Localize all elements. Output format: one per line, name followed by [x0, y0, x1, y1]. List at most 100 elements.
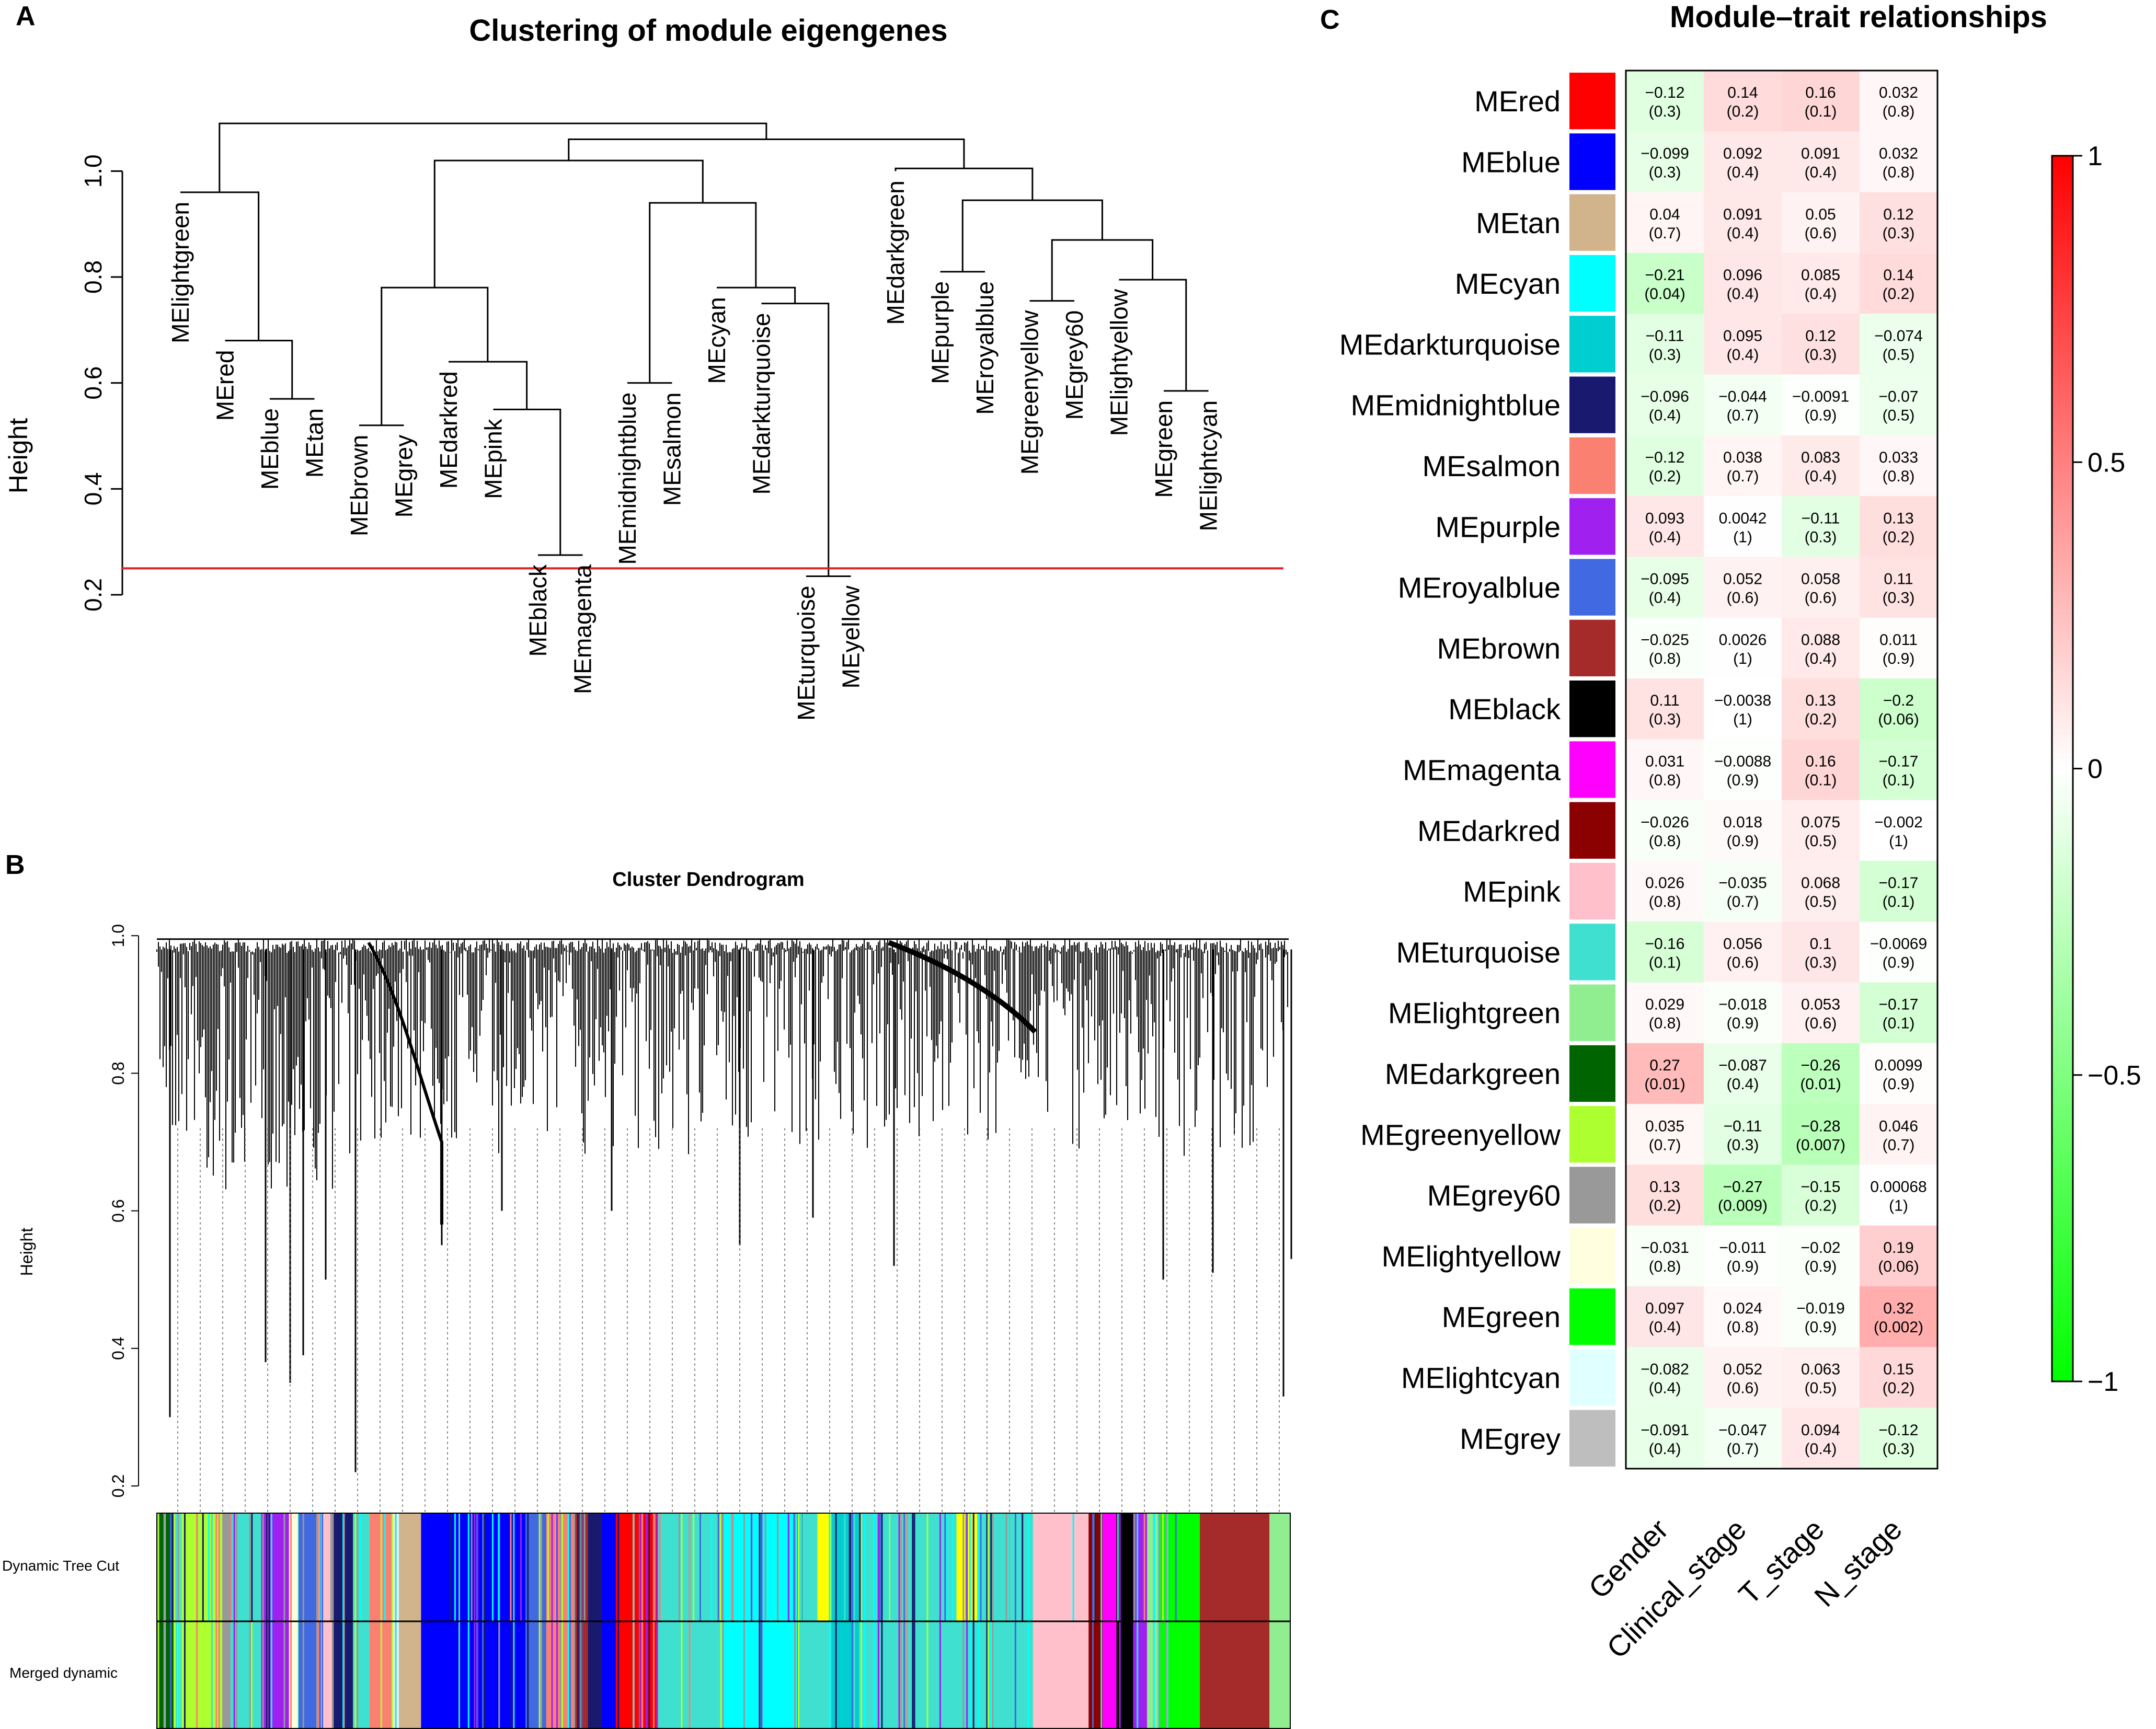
- dynamic-tree-cut-stripe: [450, 1513, 452, 1621]
- row-label-mered: MEred: [1474, 85, 1561, 118]
- heatmap-cell: [1860, 435, 1938, 497]
- merged-dynamic-segment: [1200, 1621, 1270, 1728]
- merged-dynamic-stripe: [986, 1621, 988, 1728]
- cell-pvalue: (0.4): [1727, 225, 1759, 242]
- merged-dynamic-stripe: [900, 1621, 902, 1728]
- cell-pvalue: (0.2): [1883, 285, 1915, 303]
- merged-dynamic-stripe: [639, 1621, 641, 1728]
- merged-dynamic-stripe: [354, 1621, 357, 1728]
- dynamic-tree-cut-stripe: [196, 1513, 198, 1621]
- cell-pvalue: (0.6): [1727, 1379, 1759, 1397]
- module-color-swatch: [1569, 316, 1615, 373]
- heatmap-cell: [1782, 252, 1860, 314]
- y-tick-label: 0.2: [79, 578, 107, 612]
- cell-pvalue: (0.3): [1883, 225, 1915, 242]
- cell-correlation: −0.096: [1641, 388, 1689, 406]
- leaf-label-medarkturquoise: MEdarkturquoise: [748, 313, 775, 495]
- dynamic-tree-cut-stripe: [835, 1513, 837, 1621]
- merged-dynamic-stripe: [759, 1621, 761, 1728]
- dynamic-tree-cut-stripe: [966, 1513, 968, 1621]
- merged-dynamic-segment: [230, 1621, 262, 1728]
- dendrogram-link: [717, 286, 796, 304]
- merged-dynamic-stripe: [1119, 1621, 1121, 1728]
- module-color-swatch: [1569, 1167, 1615, 1224]
- heatmap-cell: [1626, 921, 1704, 983]
- cell-pvalue: (0.7): [1727, 1440, 1759, 1458]
- cell-correlation: 0.011: [1879, 631, 1918, 649]
- y-tick-label: 0.8: [109, 1062, 128, 1085]
- leaf-label-melightgreen: MElightgreen: [167, 202, 194, 343]
- heatmap-cell: [1782, 739, 1860, 801]
- cell-correlation: 0.16: [1805, 84, 1836, 101]
- dynamic-tree-cut-stripe: [249, 1513, 251, 1621]
- merged-dynamic-segment: [173, 1621, 223, 1728]
- cell-correlation: 0.032: [1879, 145, 1918, 162]
- dynamic-tree-cut-segment: [230, 1513, 262, 1621]
- dynamic-tree-cut-stripe: [541, 1513, 543, 1621]
- heatmap-cell: [1626, 1347, 1704, 1409]
- merged-dynamic-stripe: [541, 1621, 543, 1728]
- merged-dynamic-stripe: [236, 1621, 238, 1728]
- heatmap-frame: [1625, 70, 1939, 1470]
- dynamic-tree-cut-stripe: [527, 1513, 529, 1621]
- cell-correlation: 0.063: [1801, 1361, 1840, 1378]
- leaf-label-megrey60: MEgrey60: [1061, 310, 1088, 420]
- dynamic-tree-cut-stripe: [913, 1513, 915, 1621]
- panel-a: A Clustering of module eigengenes Height…: [4, 1, 1283, 721]
- dynamic-tree-cut-stripe: [689, 1513, 691, 1621]
- heatmap-cell: [1626, 314, 1704, 375]
- merged-dynamic-stripe: [761, 1621, 763, 1728]
- heatmap-cell: [1704, 496, 1782, 557]
- dynamic-tree-cut-stripe: [978, 1513, 980, 1621]
- dynamic-tree-cut-stripe: [1175, 1513, 1177, 1621]
- cell-pvalue: (0.2): [1805, 711, 1837, 728]
- merged-dynamic-stripe: [268, 1621, 270, 1728]
- heatmap-cell: [1860, 1225, 1938, 1287]
- dendrogram-link: [433, 159, 704, 288]
- dynamic-tree-cut-stripe: [764, 1513, 766, 1621]
- dynamic-tree-cut-segment: [1269, 1513, 1291, 1621]
- row-label-melightgreen: MElightgreen: [1388, 997, 1561, 1030]
- merged-dynamic-stripe: [912, 1621, 914, 1728]
- dynamic-tree-cut-stripe: [268, 1513, 270, 1621]
- cell-correlation: −0.11: [1802, 510, 1840, 527]
- heatmap-cell: [1860, 860, 1938, 922]
- cell-correlation: 0.11: [1650, 692, 1679, 709]
- heatmap-cell: [1626, 982, 1704, 1044]
- heatmap-cell: [1704, 1225, 1782, 1287]
- row-label-megreen: MEgreen: [1442, 1300, 1561, 1333]
- merged-dynamic-stripe: [157, 1621, 159, 1728]
- cell-pvalue: (1): [1733, 528, 1752, 546]
- merged-dynamic-stripe: [467, 1621, 469, 1728]
- merged-dynamic-stripe: [689, 1621, 691, 1728]
- dynamic-tree-cut-stripe: [987, 1513, 989, 1621]
- row-label-megreenyellow: MEgreenyellow: [1360, 1118, 1561, 1151]
- cell-pvalue: (0.8): [1649, 833, 1681, 850]
- dynamic-tree-cut-stripe: [881, 1513, 883, 1621]
- cell-correlation: 0.27: [1649, 1057, 1680, 1074]
- cell-pvalue: (0.3): [1805, 346, 1837, 363]
- cell-pvalue: (1): [1733, 711, 1752, 728]
- leaf-label-mepink: MEpink: [480, 418, 507, 499]
- heatmap-cell: [1704, 800, 1782, 861]
- colorbar-tick-label: 0: [2088, 754, 2103, 785]
- heatmap-cell: [1704, 982, 1782, 1044]
- dynamic-tree-cut-stripe: [898, 1513, 900, 1621]
- heatmap-cell: [1860, 678, 1938, 740]
- merged-dynamic-stripe: [527, 1621, 529, 1728]
- merged-dynamic-segment: [421, 1621, 526, 1728]
- cell-pvalue: (0.9): [1805, 1258, 1837, 1275]
- row-label-megrey: MEgrey: [1460, 1422, 1561, 1455]
- cell-correlation: −0.044: [1718, 388, 1767, 406]
- heatmap-cell: [1860, 252, 1938, 314]
- cell-pvalue: (0.1): [1805, 771, 1837, 789]
- merged-dynamic-segment: [1033, 1621, 1089, 1728]
- cell-correlation: 0.04: [1649, 206, 1680, 223]
- row-label-memagenta: MEmagenta: [1403, 753, 1561, 786]
- merged-dynamic-stripe: [178, 1621, 180, 1728]
- dynamic-tree-cut-stripe: [567, 1513, 569, 1621]
- merged-dynamic-stripe: [302, 1621, 304, 1728]
- dendrogram-link: [225, 340, 293, 399]
- dynamic-tree-cut-stripe: [759, 1513, 761, 1621]
- dynamic-tree-cut-stripe: [581, 1513, 583, 1621]
